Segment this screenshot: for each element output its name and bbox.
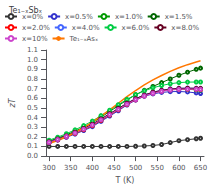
svg-text:500: 500	[129, 164, 142, 172]
svg-text:0.4: 0.4	[27, 114, 39, 122]
svg-text:650: 650	[194, 164, 207, 172]
svg-text:0.6: 0.6	[27, 94, 39, 102]
svg-text:0.9: 0.9	[27, 65, 38, 73]
svg-text:350: 350	[64, 164, 77, 172]
svg-text:1.0: 1.0	[27, 56, 38, 64]
svg-text:Te₁₋ₓAsₓ: Te₁₋ₓAsₓ	[69, 35, 99, 43]
svg-text:0.7: 0.7	[27, 85, 38, 93]
svg-text:x=6.0%: x=6.0%	[122, 24, 150, 32]
svg-text:x=1.0%: x=1.0%	[115, 13, 143, 21]
svg-text:0.1: 0.1	[27, 142, 38, 150]
svg-text:550: 550	[151, 164, 164, 172]
svg-text:x=8.0%: x=8.0%	[171, 24, 199, 32]
svg-text:0.2: 0.2	[27, 133, 38, 141]
svg-text:0.3: 0.3	[27, 123, 38, 131]
svg-text:400: 400	[86, 164, 99, 172]
svg-text:0.0: 0.0	[27, 152, 38, 160]
svg-text:x=2.0%: x=2.0%	[22, 24, 50, 32]
svg-text:x=10%: x=10%	[22, 35, 48, 43]
svg-text:0.5: 0.5	[27, 104, 38, 112]
svg-text:zT: zT	[8, 97, 17, 108]
svg-text:300: 300	[42, 164, 55, 172]
svg-text:1.1: 1.1	[27, 46, 38, 54]
svg-text:x=0%: x=0%	[22, 12, 44, 21]
svg-text:T (K): T (K)	[115, 176, 135, 185]
svg-text:450: 450	[107, 164, 120, 172]
svg-text:600: 600	[172, 164, 185, 172]
svg-text:x=0.5%: x=0.5%	[65, 13, 93, 21]
svg-text:0.8: 0.8	[27, 75, 38, 83]
svg-text:x=4.0%: x=4.0%	[72, 24, 100, 32]
svg-text:Te₁₋ₓSbₓ: Te₁₋ₓSbₓ	[8, 6, 43, 15]
svg-text:x=1.5%: x=1.5%	[165, 13, 193, 21]
